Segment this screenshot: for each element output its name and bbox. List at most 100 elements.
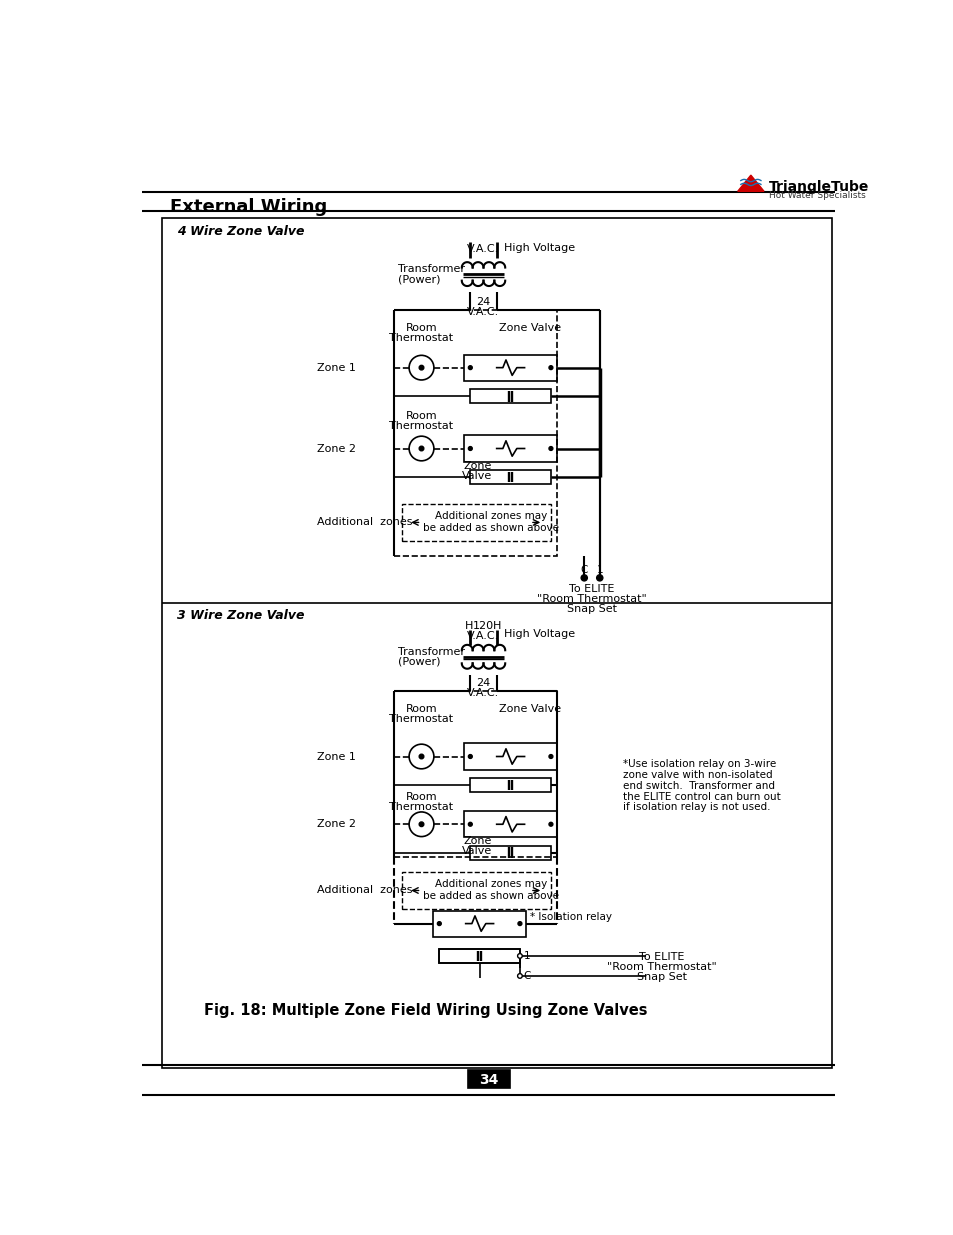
Text: Transformer: Transformer (397, 264, 465, 274)
Bar (468, 1070, 509, 1088)
Text: Thermostat: Thermostat (389, 421, 453, 431)
Text: "Room Thermostat": "Room Thermostat" (537, 594, 646, 604)
Text: Room: Room (405, 411, 436, 421)
Text: C: C (580, 566, 587, 576)
Text: Zone 2: Zone 2 (316, 819, 355, 829)
Bar (464, 354, 557, 380)
Text: 3 Wire Zone Valve: 3 Wire Zone Valve (177, 609, 305, 622)
Text: H: H (493, 621, 501, 631)
Bar (464, 811, 557, 837)
Text: Hot Water Specialists: Hot Water Specialists (768, 191, 864, 200)
Bar (162, 217, 831, 1068)
Text: *Use isolation relay on 3-wire: *Use isolation relay on 3-wire (622, 760, 776, 769)
Circle shape (409, 436, 434, 461)
Text: 24: 24 (476, 678, 490, 688)
Circle shape (409, 811, 434, 836)
Text: Zone 1: Zone 1 (316, 363, 355, 373)
Text: Room: Room (405, 322, 436, 332)
Text: 1: 1 (523, 951, 530, 961)
Text: 34: 34 (478, 1073, 498, 1087)
Circle shape (418, 366, 423, 370)
Circle shape (468, 366, 472, 369)
Circle shape (409, 745, 434, 769)
Text: the ELITE control can burn out: the ELITE control can burn out (622, 792, 780, 802)
Text: Additional zones may: Additional zones may (435, 879, 547, 889)
Text: (Power): (Power) (397, 657, 440, 667)
Text: * Isolation relay: * Isolation relay (530, 911, 612, 921)
Circle shape (409, 356, 434, 380)
Circle shape (418, 755, 423, 758)
Circle shape (517, 973, 521, 978)
Bar (433, 910, 525, 936)
Text: Zone: Zone (462, 461, 491, 472)
Text: if isolation relay is not used.: if isolation relay is not used. (622, 803, 770, 813)
Text: Zone 2: Zone 2 (316, 443, 355, 453)
Text: be added as shown above: be added as shown above (423, 890, 558, 900)
Text: High Voltage: High Voltage (504, 629, 575, 638)
Text: Zone 1: Zone 1 (316, 752, 355, 762)
Text: V.A.C.: V.A.C. (466, 245, 498, 254)
Circle shape (548, 366, 553, 369)
Circle shape (468, 755, 472, 758)
Circle shape (517, 953, 521, 958)
Text: Zone Valve: Zone Valve (498, 322, 560, 332)
Text: V.A.C.: V.A.C. (467, 308, 499, 317)
Text: Additional  zones: Additional zones (316, 885, 412, 895)
Circle shape (468, 447, 472, 451)
Text: C: C (523, 971, 531, 981)
Text: Additional  zones: Additional zones (316, 517, 412, 527)
Text: 120: 120 (473, 621, 494, 631)
Bar (402, 504, 550, 541)
Text: zone valve with non-isolated: zone valve with non-isolated (622, 769, 772, 781)
Circle shape (468, 823, 472, 826)
Text: Valve: Valve (461, 846, 492, 856)
Text: High Voltage: High Voltage (504, 242, 575, 252)
Circle shape (418, 823, 423, 826)
Circle shape (548, 755, 553, 758)
Text: Fig. 18: Multiple Zone Field Wiring Using Zone Valves: Fig. 18: Multiple Zone Field Wiring Usin… (204, 1003, 647, 1018)
Text: Room: Room (405, 793, 436, 803)
Text: External Wiring: External Wiring (170, 198, 327, 216)
Bar (470, 389, 550, 403)
Text: (Power): (Power) (397, 274, 440, 284)
Bar (470, 778, 550, 792)
Text: be added as shown above: be added as shown above (423, 522, 558, 532)
Circle shape (596, 574, 602, 580)
Text: Room: Room (405, 704, 436, 714)
Bar (470, 846, 550, 860)
Polygon shape (737, 175, 763, 191)
Text: TriangleTube: TriangleTube (768, 180, 868, 194)
Text: Thermostat: Thermostat (389, 714, 453, 724)
Bar (464, 743, 557, 769)
Text: Transformer: Transformer (397, 647, 465, 657)
Text: To ELITE: To ELITE (639, 952, 683, 962)
Bar (402, 872, 550, 909)
Text: Snap Set: Snap Set (566, 604, 617, 614)
Text: V.A.C.: V.A.C. (467, 688, 499, 698)
Text: end switch.  Transformer and: end switch. Transformer and (622, 781, 774, 790)
Bar (394, 310, 557, 556)
Bar (394, 692, 557, 857)
Circle shape (436, 921, 441, 925)
Bar (439, 948, 519, 963)
Text: V.A.C.: V.A.C. (466, 631, 498, 641)
Bar (470, 471, 550, 484)
Circle shape (418, 446, 423, 451)
Text: Additional zones may: Additional zones may (435, 511, 547, 521)
Text: 4 Wire Zone Valve: 4 Wire Zone Valve (177, 225, 305, 238)
Text: Zone Valve: Zone Valve (498, 704, 560, 714)
Text: Snap Set: Snap Set (636, 972, 686, 982)
Text: 24: 24 (476, 298, 490, 308)
Text: Zone: Zone (462, 836, 491, 846)
Circle shape (517, 921, 521, 925)
Text: Thermostat: Thermostat (389, 332, 453, 342)
Circle shape (580, 574, 587, 580)
Circle shape (548, 447, 553, 451)
Text: Valve: Valve (461, 472, 492, 482)
Circle shape (548, 823, 553, 826)
Text: "Room Thermostat": "Room Thermostat" (606, 962, 716, 972)
Text: H: H (465, 621, 474, 631)
Bar (464, 436, 557, 462)
Text: 1: 1 (596, 566, 602, 576)
Text: To ELITE: To ELITE (569, 584, 614, 594)
